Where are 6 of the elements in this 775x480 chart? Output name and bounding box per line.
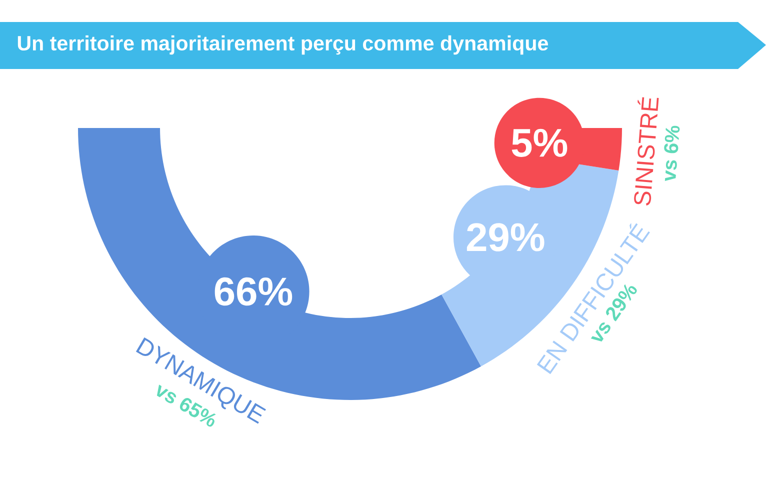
text: vs 6% — [664, 126, 680, 182]
data-label: 29% — [466, 223, 544, 252]
slice-label: SINISTRÉ — [634, 97, 659, 206]
data-label: 66% — [214, 277, 292, 306]
data-label: 5% — [512, 128, 568, 157]
chart-title: Un territoire majoritairement perçu comme dynamique — [18, 35, 548, 55]
